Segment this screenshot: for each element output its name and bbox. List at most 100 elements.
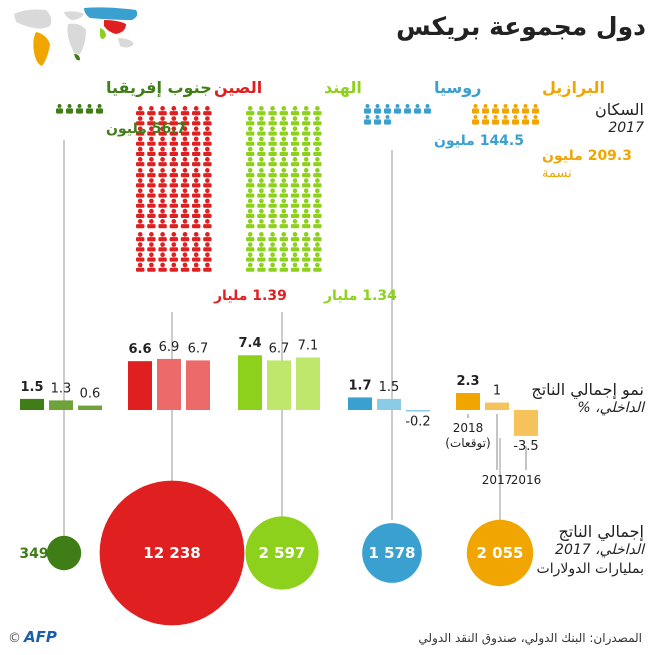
population-person-india <box>290 136 300 146</box>
population-person-china-body <box>203 162 212 167</box>
population-person-china-head <box>205 136 210 142</box>
population-person-india <box>302 116 311 126</box>
population-person-china-head <box>171 242 177 247</box>
population-person-brazil-head <box>503 104 508 108</box>
population-person-china <box>158 242 167 252</box>
population-person-china-head <box>182 116 188 121</box>
population-person-china <box>169 178 178 188</box>
population-person-china <box>203 262 212 272</box>
population-person-china-head <box>182 136 188 142</box>
population-person-india-head <box>270 126 275 132</box>
population-person-south_africa-head <box>67 104 72 108</box>
country-name-china: الصين <box>214 78 262 97</box>
population-person-china <box>136 157 145 167</box>
population-person-india-body <box>279 224 288 229</box>
population-person-russia-body <box>384 119 391 125</box>
population-person-india-head <box>281 219 287 224</box>
population-person-russia-head <box>405 104 410 108</box>
population-person-china-body <box>180 131 190 136</box>
population-person-china <box>158 126 167 136</box>
population-person-india-body <box>257 151 266 156</box>
population-person-india-body <box>246 131 255 136</box>
population-person-india <box>279 242 288 252</box>
population-person-india-body <box>246 183 255 188</box>
population-person-india-body <box>313 131 322 136</box>
population-person-china-body <box>203 213 212 218</box>
population-person-india-body <box>290 213 300 218</box>
population-person-india-body <box>313 141 322 146</box>
population-person-russia-body <box>424 108 431 114</box>
population-person-china <box>169 242 178 252</box>
population-person-india <box>257 168 266 178</box>
population-person-india <box>268 208 277 218</box>
population-person-china-body <box>158 151 167 156</box>
population-person-china-head <box>137 262 143 268</box>
population-person-china <box>147 168 156 178</box>
population-person-china <box>192 178 201 188</box>
population-person-india <box>279 157 288 167</box>
population-person-brazil-body <box>522 119 529 125</box>
population-person-india <box>268 157 277 167</box>
population-person-india <box>290 157 300 167</box>
population-person-china-body <box>169 267 178 272</box>
growth-value-brazil-1: 1 <box>493 384 501 399</box>
population-person-india-body <box>313 247 322 252</box>
population-person-brazil-head <box>523 104 528 108</box>
population-person-india <box>268 126 277 136</box>
population-person-china <box>158 116 167 126</box>
population-person-india <box>302 252 311 262</box>
population-person-china-body <box>180 247 190 252</box>
population-person-china <box>180 219 190 229</box>
population-person-china <box>192 242 201 252</box>
population-person-india-head <box>303 116 309 121</box>
population-person-india-head <box>281 136 287 142</box>
population-person-india-head <box>270 252 275 258</box>
population-person-china-head <box>137 146 143 152</box>
population-person-russia-head <box>395 104 400 108</box>
population-person-russia <box>404 104 411 114</box>
gdp-row-label: إجمالي الناتج الداخلي، 2017 بمليارات الد… <box>537 522 644 579</box>
population-person-india <box>246 252 255 262</box>
population-person-china-body <box>203 224 212 229</box>
population-person-india-head <box>292 242 298 247</box>
population-person-india <box>246 116 255 126</box>
population-person-russia <box>424 104 431 114</box>
year-label-2017: 2017 <box>482 473 513 487</box>
population-person-china-body <box>203 183 212 188</box>
population-person-india <box>268 146 277 156</box>
population-person-brazil <box>532 115 539 125</box>
population-person-china-head <box>149 252 154 258</box>
population-person-china <box>180 198 190 208</box>
population-person-brazil-body <box>522 108 529 114</box>
population-person-south_africa-head <box>57 104 62 108</box>
population-person-india <box>246 198 255 208</box>
population-person-china-body <box>136 111 145 116</box>
population-person-china <box>136 126 145 136</box>
population-person-china-body <box>169 224 178 229</box>
population-person-china <box>158 252 167 262</box>
population-person-china-head <box>193 252 199 258</box>
population-person-china <box>169 208 178 218</box>
population-person-china <box>169 136 178 146</box>
population-person-india <box>313 219 322 229</box>
population-person-china-head <box>205 242 210 247</box>
population-person-india-head <box>315 262 320 268</box>
growth-bar-india-2 <box>296 357 320 410</box>
population-person-china <box>169 146 178 156</box>
population-person-china-body <box>203 131 212 136</box>
population-person-china <box>158 198 167 208</box>
population-person-india-body <box>279 121 288 126</box>
population-person-india-body <box>257 141 266 146</box>
population-person-india <box>313 198 322 208</box>
population-person-india-head <box>315 219 320 224</box>
population-person-china <box>203 116 212 126</box>
population-person-india <box>313 146 322 156</box>
population-person-india-body <box>302 193 311 198</box>
population-person-russia-head <box>375 104 380 108</box>
population-person-brazil <box>522 115 529 125</box>
population-person-china-head <box>205 178 210 183</box>
population-person-russia-head <box>385 104 390 108</box>
population-person-china <box>158 157 167 167</box>
population-person-india-head <box>259 106 264 111</box>
population-person-china <box>147 106 156 116</box>
